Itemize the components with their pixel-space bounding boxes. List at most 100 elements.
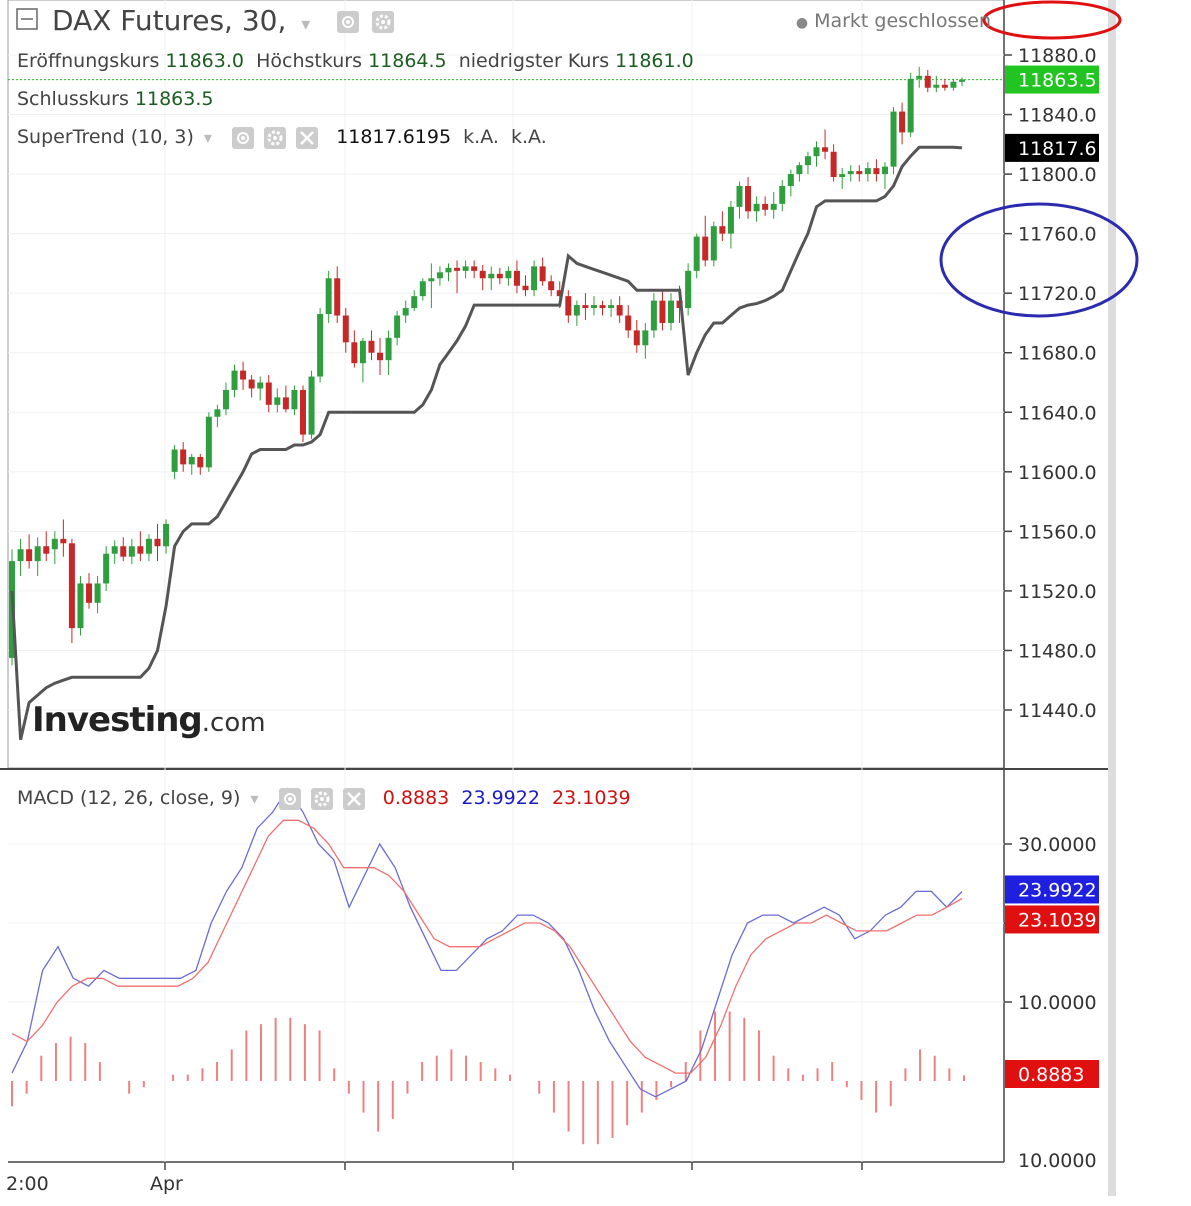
- candle-body: [582, 305, 589, 309]
- candle-body: [599, 305, 606, 309]
- supertrend-price-label-bg: [1005, 133, 1099, 162]
- chevron-down-icon[interactable]: ▾: [301, 14, 311, 35]
- symbol-title: DAX Futures, 30,: [52, 4, 287, 37]
- candle-body: [770, 203, 777, 210]
- candle-body: [51, 538, 58, 550]
- candle-body: [171, 449, 178, 472]
- eye-icon[interactable]: [278, 787, 301, 810]
- candle-body: [659, 300, 666, 323]
- low-label: niedrigster Kurs: [458, 50, 610, 72]
- candle-body: [496, 273, 503, 279]
- candle-body: [68, 543, 75, 629]
- candle-body: [291, 389, 298, 410]
- macd-line-label-bg: [1005, 875, 1099, 904]
- candle-body: [334, 278, 341, 316]
- price-tick-label: 11760.0: [1018, 224, 1097, 246]
- macd-label[interactable]: MACD (12, 26, close, 9): [17, 787, 241, 809]
- histogram-label: 0.8883: [1018, 1064, 1084, 1086]
- candle-body: [402, 308, 409, 316]
- low-value: 11861.0: [615, 50, 694, 72]
- candle-body: [839, 174, 846, 178]
- candle-body: [86, 583, 93, 603]
- supertrend-na-2: k.A.: [511, 126, 547, 148]
- candle-body: [745, 186, 752, 212]
- gear-icon[interactable]: [372, 11, 395, 33]
- candle-body: [248, 379, 255, 389]
- collapse-icon[interactable]: [16, 8, 40, 36]
- price-tick-label: 11880.0: [1018, 45, 1097, 67]
- candle-body: [180, 449, 187, 465]
- candle-body: [436, 272, 443, 279]
- candle-body: [548, 281, 555, 291]
- signal-line-label-bg: [1005, 905, 1099, 934]
- candle-body: [214, 409, 221, 417]
- candle-body: [265, 382, 272, 405]
- candle-body: [471, 266, 478, 271]
- candle-body: [736, 186, 743, 207]
- candle-body: [60, 538, 67, 544]
- candle-body: [222, 389, 229, 410]
- time-tick-label: Apr: [150, 1173, 183, 1195]
- close-icon[interactable]: [296, 126, 319, 149]
- candle-body: [163, 523, 170, 547]
- candle-body: [856, 171, 863, 175]
- page-title: DAX Futures, 30, ▾: [52, 4, 395, 37]
- candle-body: [17, 549, 24, 562]
- candle-body: [513, 270, 520, 286]
- candle-body: [959, 79, 965, 82]
- eye-icon[interactable]: [337, 11, 360, 33]
- candle-body: [779, 186, 786, 204]
- candle-body: [385, 337, 392, 361]
- ohlc-legend: Eröffnungskurs 11863.0 Höchstkurs 11864.…: [17, 50, 694, 72]
- candle-body: [796, 165, 803, 175]
- candle-body: [539, 266, 546, 282]
- gear-icon[interactable]: [264, 126, 287, 149]
- histogram-label-bg: [1005, 1060, 1099, 1088]
- candle-body: [351, 342, 358, 364]
- close-label: Schlusskurs: [17, 88, 129, 110]
- candle-body: [197, 456, 204, 468]
- gear-icon[interactable]: [310, 787, 333, 810]
- macd-tick-label-partial: 10.0000: [1018, 1150, 1097, 1172]
- status-dot-icon: ●: [795, 15, 809, 31]
- candle-body: [813, 147, 820, 157]
- macd-tick-label: 10.0000: [1018, 992, 1097, 1014]
- price-tick-label: 11440.0: [1018, 700, 1097, 722]
- candle-body: [317, 314, 324, 377]
- macd-line-label: 23.9922: [1018, 879, 1097, 901]
- candle-body: [137, 546, 144, 554]
- candle-body: [94, 583, 101, 603]
- open-label: Eröffnungskurs: [17, 50, 160, 72]
- candle-body: [702, 236, 709, 261]
- close-icon[interactable]: [342, 787, 365, 810]
- macd-legend: MACD (12, 26, close, 9) ▾ 0.8883 23.9922…: [17, 787, 631, 810]
- candle-body: [188, 456, 195, 465]
- supertrend-line: [10, 145, 963, 741]
- signal-line: [11, 819, 963, 1074]
- candle-body: [26, 549, 33, 562]
- candle-body: [590, 305, 597, 309]
- candle-body: [522, 285, 529, 291]
- time-tick-label: 2:00: [6, 1173, 49, 1195]
- supertrend-label[interactable]: SuperTrend (10, 3): [17, 126, 194, 148]
- candle-body: [899, 111, 906, 133]
- candle-body: [274, 397, 281, 405]
- investing-logo: Investing.com: [32, 700, 266, 740]
- candle-body: [864, 168, 871, 175]
- candle-body: [727, 206, 734, 234]
- candle-body: [103, 553, 110, 584]
- price-tick-label: 11720.0: [1018, 283, 1097, 305]
- macd-line: [11, 787, 963, 1098]
- eye-icon[interactable]: [232, 126, 254, 149]
- chevron-down-icon[interactable]: ▾: [250, 789, 259, 808]
- annotation-blue-ellipse: [939, 202, 1139, 318]
- candle-body: [342, 315, 349, 343]
- macd-signal-value: 23.1039: [552, 787, 631, 809]
- logo-brand: Investing: [32, 700, 203, 740]
- candle-body: [240, 370, 247, 380]
- candle-body: [120, 546, 127, 557]
- candle-body: [941, 84, 948, 88]
- chevron-down-icon[interactable]: ▾: [203, 128, 212, 147]
- candle-body: [719, 226, 726, 234]
